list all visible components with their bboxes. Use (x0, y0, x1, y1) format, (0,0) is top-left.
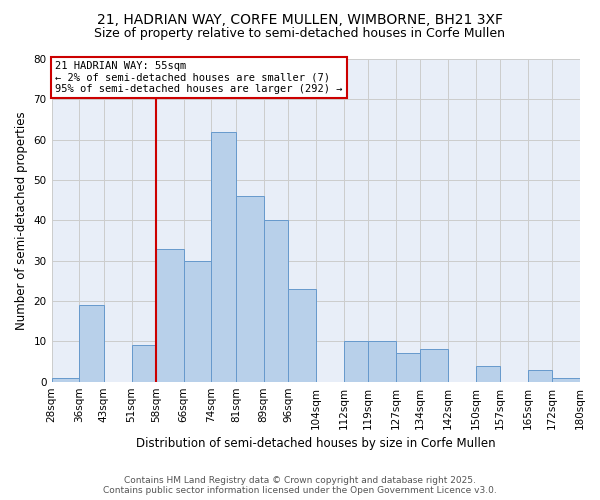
Bar (368, 342, 396, 382)
Bar (184, 260, 211, 382)
Bar (552, 378, 580, 382)
Bar (396, 354, 420, 382)
Bar (288, 289, 316, 382)
Text: Size of property relative to semi-detached houses in Corfe Mullen: Size of property relative to semi-detach… (95, 28, 505, 40)
X-axis label: Distribution of semi-detached houses by size in Corfe Mullen: Distribution of semi-detached houses by … (136, 437, 496, 450)
Text: 21 HADRIAN WAY: 55sqm
← 2% of semi-detached houses are smaller (7)
95% of semi-d: 21 HADRIAN WAY: 55sqm ← 2% of semi-detac… (55, 61, 343, 94)
Bar (420, 350, 448, 382)
Bar (263, 220, 288, 382)
Bar (236, 196, 263, 382)
Bar (211, 132, 236, 382)
Bar (79, 305, 104, 382)
Bar (131, 346, 156, 382)
Bar (52, 378, 79, 382)
Bar (156, 248, 184, 382)
Text: Contains HM Land Registry data © Crown copyright and database right 2025.
Contai: Contains HM Land Registry data © Crown c… (103, 476, 497, 495)
Bar (476, 366, 500, 382)
Bar (528, 370, 552, 382)
Y-axis label: Number of semi-detached properties: Number of semi-detached properties (15, 111, 28, 330)
Text: 21, HADRIAN WAY, CORFE MULLEN, WIMBORNE, BH21 3XF: 21, HADRIAN WAY, CORFE MULLEN, WIMBORNE,… (97, 12, 503, 26)
Bar (344, 342, 368, 382)
